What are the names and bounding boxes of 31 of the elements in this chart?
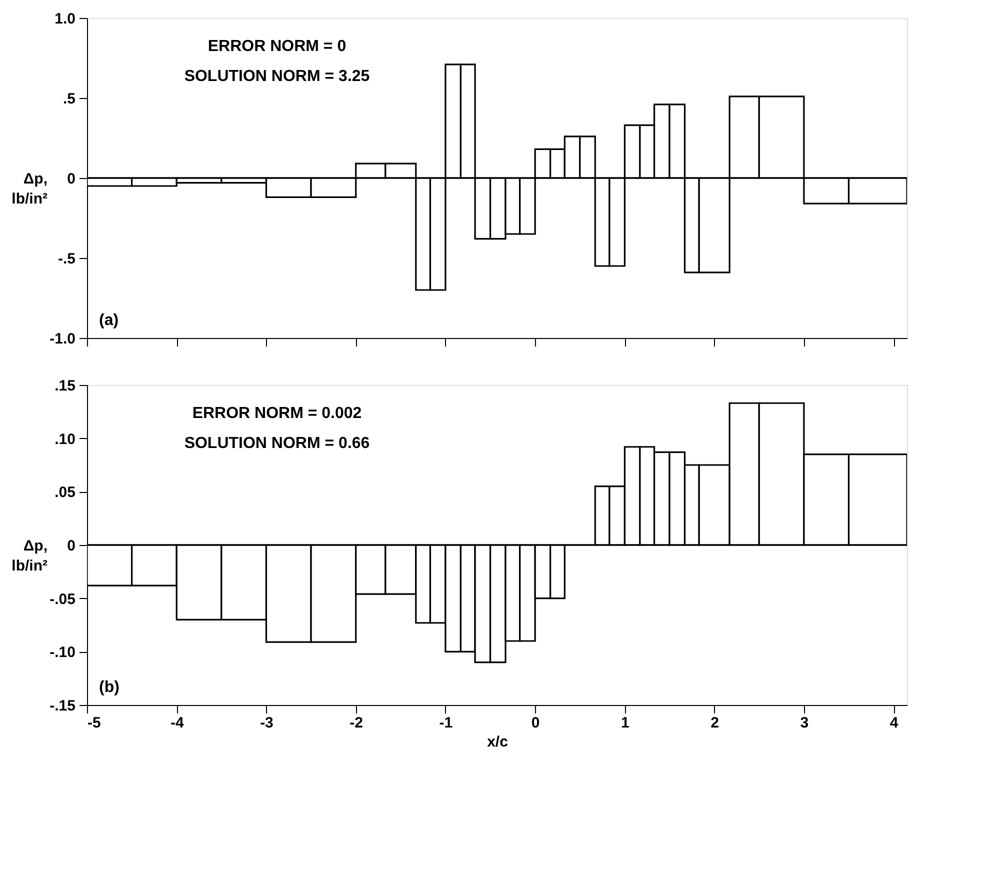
x-tick-label: 2 <box>710 714 719 732</box>
x-tick-label: -5 <box>88 714 101 732</box>
y-tick-label: -.5 <box>58 250 76 268</box>
x-axis-title: x/c <box>487 734 508 750</box>
y-tick-label: -.10 <box>50 644 76 662</box>
annotation: ERROR NORM = 0 <box>208 38 346 55</box>
y-axis-title: Δp, lb/in² <box>12 538 48 574</box>
y-tick-label: 1.0 <box>54 10 76 28</box>
y-axis-title: Δp, lb/in² <box>12 170 48 208</box>
x-tick-label: 4 <box>890 714 899 732</box>
y-tick-label: 0 <box>67 170 76 188</box>
annotation: (b) <box>99 679 120 696</box>
x-tick-label: -1 <box>439 714 453 732</box>
y-tick-label: -1.0 <box>50 330 76 348</box>
x-tick-label: -4 <box>170 714 184 732</box>
y-tick-label: .15 <box>54 378 76 394</box>
x-tick-label: -3 <box>260 714 274 732</box>
x-tick-label: 3 <box>800 714 809 732</box>
y-tick-label: .5 <box>62 90 76 108</box>
annotation: ERROR NORM = 0.002 <box>192 405 362 422</box>
y-tick-label: .10 <box>54 430 76 448</box>
y-tick-label: -.15 <box>50 698 76 714</box>
y-tick-label: -.05 <box>50 590 76 608</box>
y-tick-label: 0 <box>67 538 76 554</box>
annotation: SOLUTION NORM = 3.25 <box>184 68 370 85</box>
y-tick-label: .05 <box>54 484 76 502</box>
annotation: SOLUTION NORM = 0.66 <box>184 435 370 452</box>
x-tick-label: 0 <box>531 714 540 732</box>
x-tick-label: 1 <box>621 714 630 732</box>
x-tick-label: -2 <box>350 714 364 732</box>
annotation: (a) <box>99 312 119 329</box>
